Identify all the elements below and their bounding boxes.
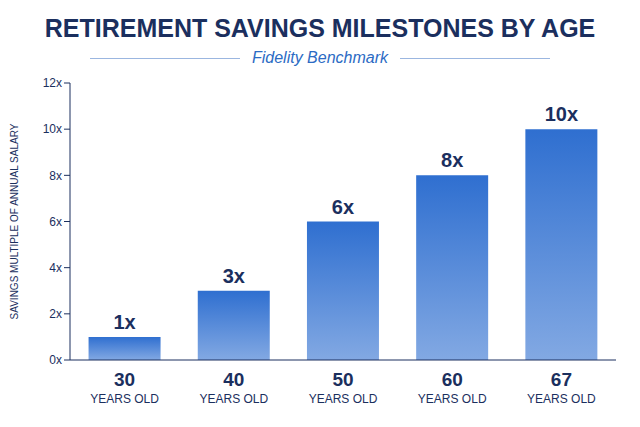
svg-text:0x: 0x [49, 353, 62, 367]
html-text:RETIREMENT SAVINGS MILESTONES: RETIREMENT SAVINGS MILESTONES BY AGE [44, 14, 596, 42]
html-text:Fidelity Benchmark: Fidelity Benchmark [252, 49, 388, 66]
svg-text:SAVINGS MULTIPLE OF ANNUAL SAL: SAVINGS MULTIPLE OF ANNUAL SALARY [9, 123, 20, 319]
svg-text:10x: 10x [545, 103, 578, 125]
svg-text:6x: 6x [49, 215, 62, 229]
svg-text:67YEARS OLD: 67YEARS OLD [527, 369, 596, 406]
svg-text:10x: 10x [43, 122, 62, 136]
svg-text:40YEARS OLD: 40YEARS OLD [199, 369, 268, 406]
svg-text:4x: 4x [49, 261, 62, 275]
svg-text:8x: 8x [49, 169, 62, 183]
svg-text:50YEARS OLD: 50YEARS OLD [309, 369, 378, 406]
svg-text:2x: 2x [49, 307, 62, 321]
svg-text:12x: 12x [43, 76, 62, 90]
svg-text:60YEARS OLD: 60YEARS OLD [418, 369, 487, 406]
svg-text:6x: 6x [332, 196, 354, 218]
svg-text:1x: 1x [113, 311, 135, 333]
svg-text:3x: 3x [223, 265, 245, 287]
svg-text:8x: 8x [441, 149, 463, 171]
svg-text:30YEARS OLD: 30YEARS OLD [90, 369, 159, 406]
